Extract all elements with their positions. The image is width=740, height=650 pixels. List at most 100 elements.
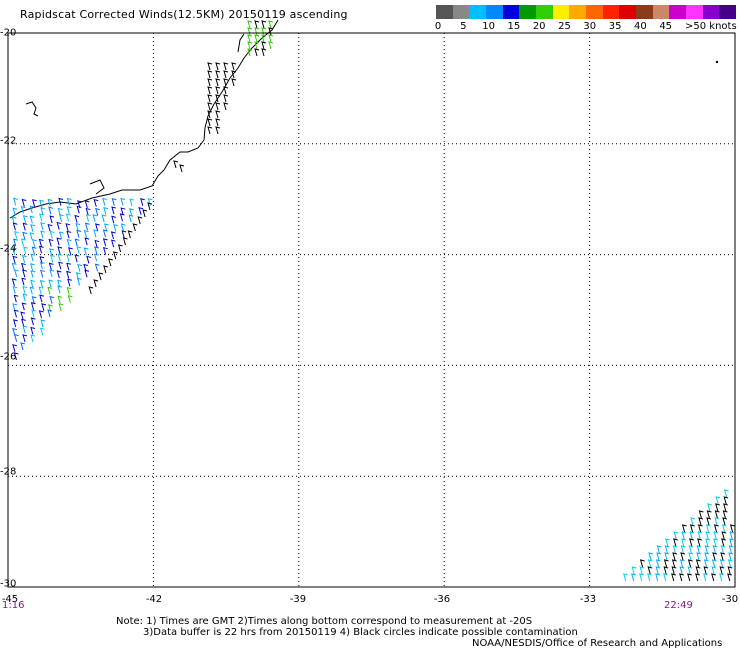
wind-barb (720, 545, 726, 554)
wind-barb (48, 238, 54, 247)
wind-barb (663, 573, 668, 582)
wind-barb (703, 573, 708, 582)
wind-barb (57, 295, 63, 304)
wind-barb (122, 237, 128, 246)
wind-barb (76, 277, 82, 286)
wind-barb (58, 197, 64, 206)
wind-barb (39, 261, 45, 270)
wind-barb (690, 517, 696, 526)
time-left: 1:16 (2, 600, 25, 611)
wind-barb (689, 524, 695, 533)
wind-barb (223, 102, 229, 111)
wind-barb (728, 545, 734, 554)
wind-barb (223, 70, 229, 79)
legend-swatch-1 (452, 5, 470, 19)
wind-barb (30, 334, 36, 343)
wind-barb (40, 319, 46, 328)
wind-barb (647, 573, 652, 582)
wind-barb (20, 342, 26, 351)
map-frame (7, 32, 736, 588)
wind-barb (671, 573, 676, 582)
wind-barb (715, 496, 721, 505)
wind-barb (127, 230, 133, 239)
wind-barb (74, 254, 80, 263)
wind-barb (101, 214, 107, 223)
wind-barb (93, 198, 99, 207)
wind-barb (48, 279, 54, 288)
wind-barb (261, 48, 267, 57)
wind-barb (11, 278, 17, 287)
legend-swatch-10 (602, 5, 620, 19)
wind-barb (647, 559, 653, 568)
wind-barb (711, 559, 717, 568)
wind-barb (14, 269, 19, 278)
wind-barb (83, 263, 89, 272)
wind-barb (88, 286, 94, 295)
wind-barb (22, 215, 28, 223)
legend-label-2: 10 (482, 21, 495, 32)
wind-barb (261, 34, 267, 43)
wind-barb (30, 317, 36, 326)
legend-swatch-5 (519, 5, 537, 19)
wind-barb (93, 253, 99, 262)
wind-barb (215, 110, 221, 119)
wind-barb (689, 538, 694, 547)
legend-swatch-16 (702, 5, 720, 19)
legend-swatch-15 (686, 5, 703, 19)
note-line-2: 3)Data buffer is 22 hrs from 20150119 4)… (143, 627, 578, 638)
wind-barb (703, 566, 709, 575)
wind-barb (719, 566, 725, 575)
wind-barb (74, 214, 80, 223)
legend-swatch-6 (536, 5, 553, 19)
wind-barb (102, 229, 108, 238)
wind-barb (83, 247, 89, 256)
wind-barb (67, 278, 72, 287)
lon-label-42: -42 (145, 594, 163, 605)
legend-swatch-14 (669, 5, 687, 19)
wind-barb (721, 524, 727, 533)
wind-barb (672, 545, 678, 554)
wind-barb (83, 229, 89, 238)
wind-barb (49, 230, 55, 239)
wind-barb (22, 334, 28, 343)
wind-barb (215, 78, 221, 87)
wind-barb (23, 246, 28, 255)
legend-labels: 0 5 10 15 20 25 30 35 40 45 >50 knots (435, 19, 737, 33)
wind-barb (66, 238, 72, 247)
wind-barb (631, 573, 636, 582)
wind-barb (30, 302, 36, 310)
wind-barb (705, 538, 710, 547)
wind-barb (48, 206, 54, 215)
wind-barb (102, 238, 108, 246)
wind-barb (21, 262, 26, 271)
wind-barb (58, 261, 63, 270)
wind-barb (698, 517, 704, 526)
wind-barb (712, 552, 718, 561)
wind-barb (215, 94, 221, 103)
legend-label-5: 25 (558, 21, 571, 32)
wind-barb (68, 247, 73, 255)
wind-barb (75, 272, 81, 280)
wind-barb (207, 70, 213, 79)
wind-barb (721, 531, 727, 540)
wind-barb (727, 566, 733, 575)
wind-barb (65, 223, 71, 231)
wind-barb (57, 246, 63, 255)
wind-barb (103, 265, 109, 274)
wind-barb (113, 223, 119, 232)
wind-barb (639, 559, 645, 568)
wind-barb (66, 197, 72, 206)
wind-barb (223, 78, 229, 87)
wind-barb (66, 230, 72, 239)
wind-barb (58, 213, 64, 222)
legend-swatch-4 (502, 5, 520, 19)
wind-barb (714, 510, 720, 519)
wind-barb (719, 573, 724, 582)
wind-barb (66, 206, 72, 214)
lat-label-20: -20 (0, 27, 17, 39)
wind-barb (12, 255, 18, 264)
wind-barb (132, 223, 138, 232)
wind-barb (698, 510, 704, 519)
wind-barb (707, 503, 712, 512)
wind-barb (639, 566, 645, 575)
